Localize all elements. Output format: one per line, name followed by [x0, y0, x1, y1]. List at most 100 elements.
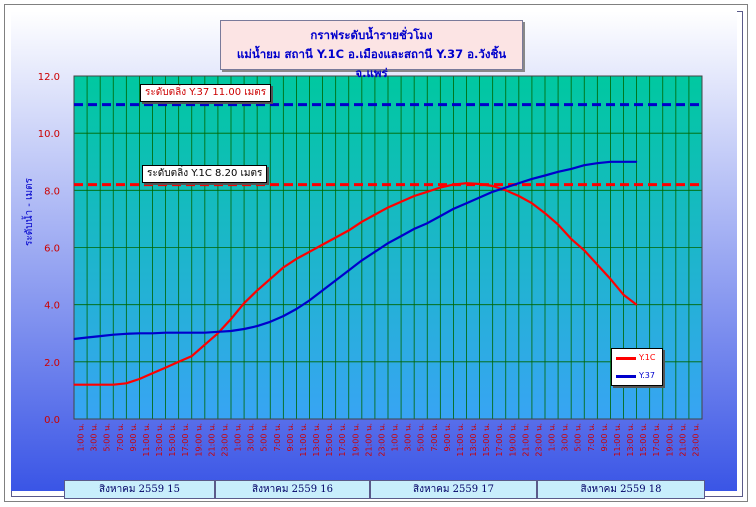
- x-tick-label: 19:00 น.: [665, 423, 674, 457]
- x-tick-label: 1:00 น.: [77, 423, 86, 452]
- x-tick-label: 13:00 น.: [626, 423, 635, 457]
- legend-swatch: [616, 357, 636, 360]
- data-point: [282, 266, 284, 269]
- x-tick-label: 19:00 น.: [194, 423, 203, 457]
- data-point: [269, 278, 271, 280]
- data-point: [478, 183, 481, 185]
- y-tick-label: 12.0: [38, 72, 60, 83]
- data-point: [335, 279, 337, 281]
- y-tick-label: 10.0: [38, 129, 60, 140]
- data-point: [86, 336, 88, 339]
- data-point: [635, 161, 638, 163]
- data-point: [505, 186, 507, 189]
- series-line-y1c: [74, 182, 638, 386]
- data-point: [374, 251, 376, 253]
- x-tick-label: 23:00 น.: [691, 423, 700, 457]
- data-point: [204, 332, 206, 334]
- x-tick-label: 23:00 น.: [220, 423, 229, 457]
- data-point: [243, 302, 245, 304]
- data-point: [635, 304, 638, 306]
- data-point: [622, 294, 625, 296]
- data-point: [348, 229, 350, 231]
- x-tick-label: 3:00 น.: [404, 423, 413, 452]
- data-point: [452, 208, 455, 210]
- data-point: [112, 384, 114, 386]
- data-point: [609, 278, 612, 280]
- x-tick-label: 7:00 น.: [273, 423, 282, 452]
- y-tick-label: 6.0: [44, 244, 60, 255]
- data-point: [112, 334, 114, 336]
- x-tick-label: 21:00 น.: [364, 423, 373, 457]
- data-point: [531, 202, 533, 204]
- data-point: [531, 178, 533, 180]
- chart-title-box: กราฟระดับน้ำรายชั่วโมง แม่น้ำยม สถานี Y.…: [220, 20, 523, 80]
- data-point: [544, 174, 546, 177]
- data-point: [583, 164, 585, 166]
- data-point: [544, 212, 546, 214]
- x-tick-label: 5:00 น.: [260, 423, 269, 452]
- data-point: [178, 361, 180, 363]
- x-tick-label: 19:00 น.: [508, 423, 517, 457]
- data-point: [256, 325, 258, 327]
- data-point: [492, 191, 494, 193]
- x-tick-label: 7:00 น.: [430, 423, 439, 452]
- data-point: [217, 331, 219, 333]
- data-point: [492, 185, 494, 187]
- day-label: สิงหาคม 2559 18: [537, 480, 705, 499]
- data-point: [256, 289, 258, 291]
- chart-title: กราฟระดับน้ำรายชั่วโมง: [310, 28, 433, 42]
- x-tick-label: 1:00 น.: [234, 423, 243, 452]
- data-point: [295, 258, 298, 260]
- data-point: [426, 191, 428, 193]
- data-point: [557, 224, 559, 226]
- grid-lines: [73, 75, 703, 420]
- data-point: [622, 161, 625, 163]
- legend-swatch: [616, 375, 636, 378]
- data-point: [321, 289, 324, 291]
- reference-lines: [74, 103, 702, 187]
- data-point: [321, 244, 324, 246]
- data-point: [361, 221, 363, 223]
- data-point: [125, 382, 127, 384]
- legend-item-y37: Y.37: [616, 370, 662, 382]
- x-tick-label: 15:00 น.: [639, 423, 648, 457]
- data-point: [518, 195, 520, 197]
- legend-label: Y.37: [639, 371, 655, 380]
- data-point: [557, 171, 559, 173]
- data-point: [99, 335, 101, 337]
- data-point: [73, 338, 75, 340]
- legend-label: Y.1C: [639, 353, 656, 362]
- data-point: [269, 321, 271, 323]
- data-point: [439, 186, 441, 189]
- x-tick-label: 7:00 น.: [116, 423, 125, 452]
- x-tick-label: 13:00 น.: [155, 423, 164, 457]
- data-point: [230, 330, 232, 332]
- chart-subtitle: แม่น้ำยม สถานี Y.1C อ.เมืองและสถานี Y.37…: [236, 47, 507, 80]
- x-tick-label: 9:00 น.: [286, 423, 295, 452]
- data-point: [151, 332, 154, 334]
- plot-border: [73, 75, 703, 420]
- y-tick-label: 0.0: [44, 415, 60, 426]
- x-tick-label: 17:00 น.: [652, 423, 661, 457]
- x-tick-label: 1:00 น.: [548, 423, 557, 452]
- data-point: [478, 196, 481, 199]
- data-point: [374, 214, 376, 216]
- data-point: [426, 222, 428, 224]
- data-point: [164, 366, 167, 369]
- x-tick-label: 19:00 น.: [351, 423, 360, 457]
- data-point: [295, 308, 298, 310]
- data-point: [413, 195, 415, 197]
- x-tick-label: 17:00 น.: [181, 423, 190, 457]
- legend-item-y1c: Y.1C: [616, 352, 662, 364]
- data-point: [138, 378, 141, 380]
- x-tick-label: 15:00 น.: [482, 423, 491, 457]
- data-point: [583, 249, 585, 251]
- day-label: สิงหาคม 2559 15: [64, 480, 215, 499]
- x-tick-label: 11:00 น.: [613, 423, 622, 457]
- data-point: [178, 332, 180, 334]
- data-point: [217, 332, 219, 334]
- data-point: [400, 201, 402, 203]
- data-point: [308, 251, 311, 253]
- data-point: [596, 264, 598, 266]
